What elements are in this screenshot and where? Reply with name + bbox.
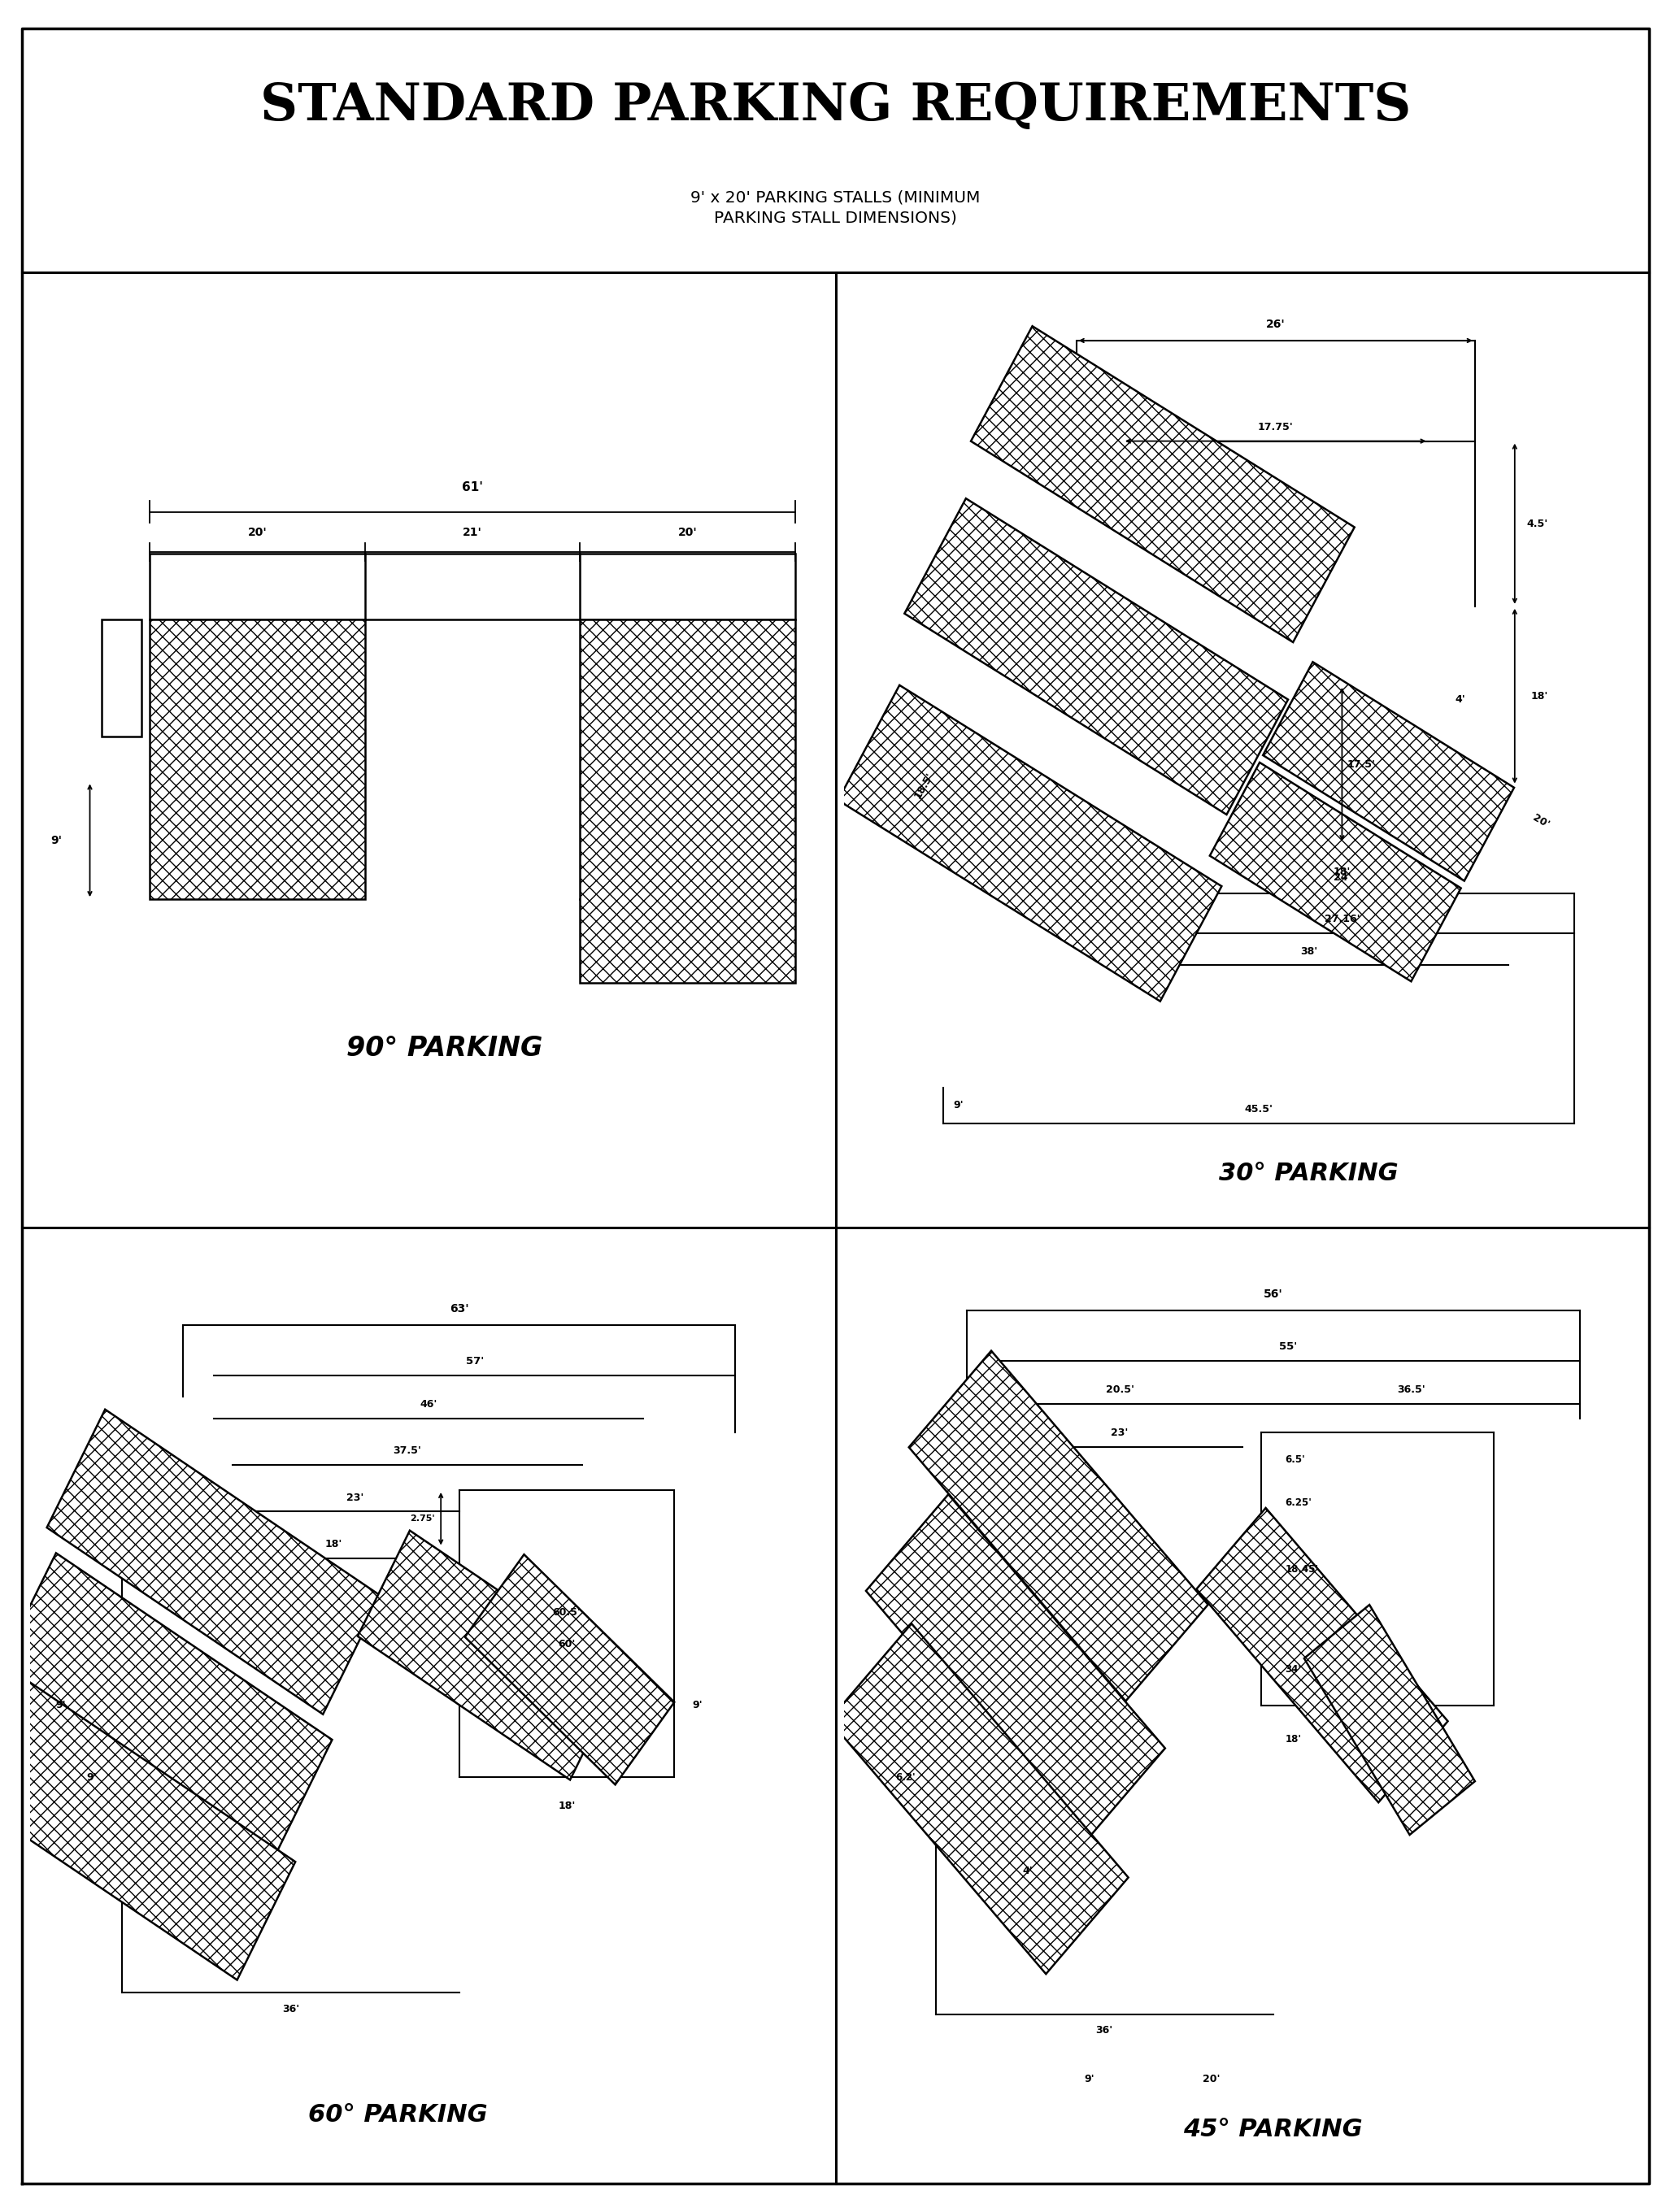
Polygon shape <box>0 1553 333 1858</box>
Text: 9' x 20' PARKING STALLS (MINIMUM
PARKING STALL DIMENSIONS): 9' x 20' PARKING STALLS (MINIMUM PARKING… <box>690 190 981 226</box>
Text: 36.5': 36.5' <box>1397 1385 1425 1396</box>
Text: STANDARD PARKING REQUIREMENTS: STANDARD PARKING REQUIREMENTS <box>261 82 1410 131</box>
Text: 30° PARKING: 30° PARKING <box>1220 1161 1399 1186</box>
Polygon shape <box>866 1495 1165 1845</box>
Polygon shape <box>829 1624 1128 1973</box>
Text: 20': 20' <box>678 526 697 538</box>
Text: 61': 61' <box>461 480 483 493</box>
Text: 17.5': 17.5' <box>1347 759 1375 770</box>
Text: 60° PARKING: 60° PARKING <box>307 2104 488 2126</box>
Text: 60.5': 60.5' <box>553 1606 582 1617</box>
Polygon shape <box>1196 1509 1447 1803</box>
Text: 18.5': 18.5' <box>912 770 936 801</box>
Text: 36': 36' <box>1096 2026 1113 2035</box>
Text: 21': 21' <box>463 526 483 538</box>
Text: 45.5': 45.5' <box>1245 1104 1273 1115</box>
Text: 45° PARKING: 45° PARKING <box>1183 2117 1364 2141</box>
Text: 20.5': 20.5' <box>1106 1385 1135 1396</box>
Text: 18': 18' <box>1285 1734 1302 1745</box>
Text: 4.5': 4.5' <box>1527 518 1547 529</box>
Text: 63': 63' <box>449 1303 470 1314</box>
Text: 36': 36' <box>282 2004 299 2015</box>
Text: 34': 34' <box>1285 1663 1302 1674</box>
Bar <box>150 553 795 619</box>
Bar <box>150 619 364 900</box>
Polygon shape <box>904 498 1288 814</box>
Text: 18': 18' <box>324 1540 343 1551</box>
Text: 9': 9' <box>87 1772 97 1783</box>
Text: 38': 38' <box>1300 947 1317 956</box>
Text: 27.16': 27.16' <box>1325 914 1360 925</box>
Bar <box>102 619 142 737</box>
Text: 9': 9' <box>55 1701 65 1710</box>
Text: 17.75': 17.75' <box>1258 422 1293 434</box>
Polygon shape <box>0 1674 296 1980</box>
Polygon shape <box>1303 1606 1475 1834</box>
Text: 55': 55' <box>1280 1343 1297 1352</box>
Text: 57': 57' <box>466 1356 483 1367</box>
Text: 4': 4' <box>1455 695 1465 706</box>
Text: 37.5': 37.5' <box>393 1447 421 1455</box>
Polygon shape <box>971 325 1355 641</box>
Text: 26': 26' <box>1267 319 1285 330</box>
Bar <box>1076 341 1475 440</box>
Polygon shape <box>47 1409 381 1714</box>
Text: 24': 24' <box>1333 872 1350 883</box>
Text: 90° PARKING: 90° PARKING <box>346 1035 543 1062</box>
Text: 9': 9' <box>692 1701 702 1710</box>
Polygon shape <box>465 1555 675 1785</box>
Polygon shape <box>909 1352 1208 1701</box>
Polygon shape <box>1263 661 1514 880</box>
Text: 9': 9' <box>50 834 62 847</box>
Text: 20': 20' <box>247 526 267 538</box>
Text: 20': 20' <box>1203 2073 1220 2084</box>
Text: 9': 9' <box>1084 2073 1095 2084</box>
Polygon shape <box>1210 763 1460 982</box>
Bar <box>580 619 795 982</box>
Text: 46': 46' <box>419 1398 438 1409</box>
Text: 6.5': 6.5' <box>1285 1453 1305 1464</box>
Text: 56': 56' <box>1263 1287 1283 1301</box>
Text: 18.45': 18.45' <box>1285 1564 1318 1575</box>
Text: 18': 18' <box>1531 690 1547 701</box>
Text: 2.75': 2.75' <box>409 1515 434 1522</box>
Text: 18': 18' <box>1333 867 1350 878</box>
Text: 9': 9' <box>954 1099 964 1110</box>
Polygon shape <box>839 686 1222 1002</box>
Text: 18': 18' <box>558 1801 575 1812</box>
Text: 6.25': 6.25' <box>1285 1498 1312 1509</box>
Polygon shape <box>358 1531 622 1781</box>
Text: 20': 20' <box>1531 812 1551 832</box>
Text: 4': 4' <box>1023 1865 1033 1876</box>
Text: 6.2': 6.2' <box>896 1772 916 1783</box>
Text: 23': 23' <box>346 1493 364 1502</box>
Text: 23': 23' <box>1111 1427 1128 1438</box>
Text: 60': 60' <box>558 1639 575 1650</box>
